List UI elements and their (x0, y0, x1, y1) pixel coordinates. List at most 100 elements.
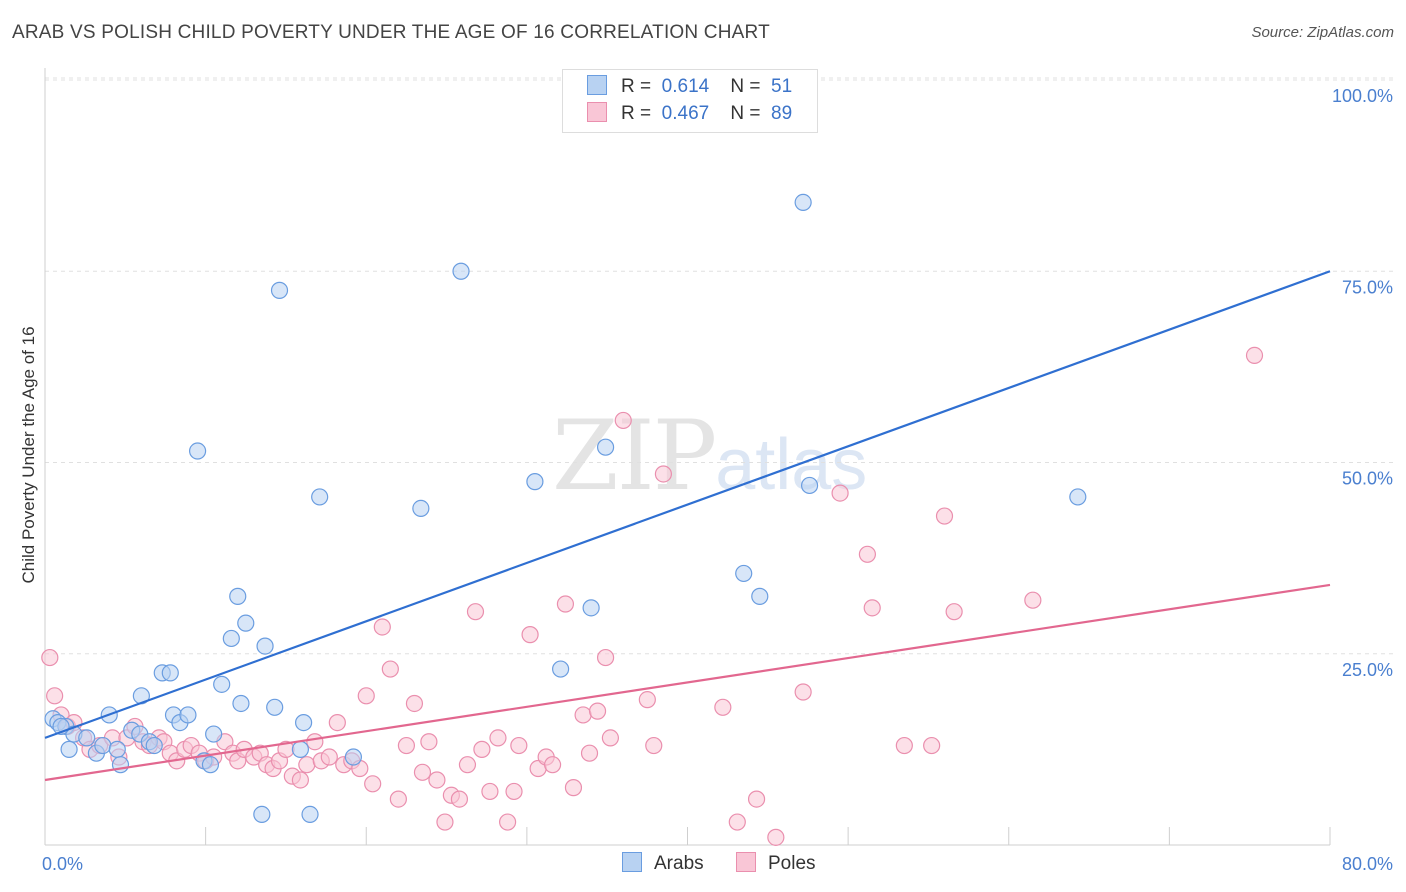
pole-point (481, 782, 499, 801)
arabs-swatch (587, 75, 607, 95)
arab-point (295, 713, 313, 732)
pole-point (1245, 346, 1264, 364)
pole-point (1024, 591, 1042, 609)
arab-point (291, 740, 309, 758)
arab-point (412, 499, 430, 517)
pole-point (858, 545, 877, 563)
arab-point (205, 725, 223, 743)
arab-point (301, 805, 319, 824)
arab-point (256, 637, 274, 655)
arab-point (1069, 488, 1087, 506)
arabs-n-value: 51 (771, 76, 793, 97)
pole-point (499, 813, 517, 831)
pole-point (320, 748, 338, 766)
pole-point (405, 694, 424, 713)
pole-point (291, 771, 309, 789)
arab-point (253, 805, 271, 824)
pole-point (473, 740, 491, 758)
arab-point (794, 193, 812, 211)
arab-point (222, 629, 240, 648)
x-tick-label: 80.0% (1342, 854, 1393, 874)
pole-point (420, 733, 438, 751)
arab-point (526, 473, 544, 491)
pole-point (521, 626, 539, 644)
pole-point (413, 763, 432, 781)
watermark: ZIPatlas (552, 400, 867, 512)
pole-point (298, 756, 316, 774)
arab-point (270, 281, 289, 299)
arab-point (311, 488, 329, 506)
pole-point (895, 736, 913, 755)
pole-point (794, 683, 812, 701)
arab-point (800, 476, 819, 495)
arabs-legend-label: Arabs (654, 853, 704, 874)
x-tick-label: 0.0% (42, 854, 83, 874)
arab-point (232, 694, 250, 713)
arabs-trendline (44, 270, 1331, 739)
poles-trendline (44, 583, 1331, 782)
pole-point (458, 756, 477, 774)
arab-point (78, 729, 96, 747)
pole-point (645, 736, 663, 755)
legend-r-label: R = (621, 76, 652, 97)
pole-point (728, 813, 746, 831)
poles-r-value: 0.467 (661, 103, 710, 124)
arab-point (201, 756, 220, 774)
pole-point (556, 595, 575, 613)
pole-point (654, 465, 673, 483)
arab-point (229, 587, 247, 605)
pole-point (596, 648, 615, 667)
pole-point (580, 744, 599, 762)
arab-point (145, 736, 163, 755)
pole-point (41, 648, 59, 667)
chart-title: ARAB VS POLISH CHILD POVERTY UNDER THE A… (12, 22, 770, 43)
legend-n-label: N = (730, 103, 761, 124)
y-tick-label: 100.0% (1332, 86, 1393, 106)
pole-point (714, 698, 732, 716)
pole-point (389, 790, 407, 808)
pole-point (373, 618, 391, 636)
pole-point (381, 660, 399, 678)
pole-point (306, 733, 324, 751)
pole-point (364, 775, 382, 793)
pole-point (466, 603, 485, 621)
arab-point (213, 675, 231, 693)
y-axis-title: Child Poverty Under the Age of 16 (19, 326, 38, 583)
y-tick-label: 75.0% (1342, 277, 1393, 297)
legend-row-poles: R = 0.467 N = 89 (587, 102, 792, 126)
arab-point (344, 748, 362, 766)
pole-point (945, 603, 963, 621)
pole-point (638, 691, 656, 709)
bottom-legend-arabs: Arabs (622, 852, 704, 875)
bottom-legend-poles: Poles (736, 852, 816, 875)
arab-point (751, 587, 769, 605)
source-label: Source: ZipAtlas.com (1251, 24, 1394, 41)
arab-point (108, 740, 126, 758)
arab-point (161, 664, 179, 682)
arab-point (60, 740, 78, 758)
pole-point (767, 828, 785, 846)
poles-legend-swatch (736, 852, 756, 872)
arab-point (735, 564, 753, 583)
pole-point (489, 729, 507, 747)
legend-n-label: N = (730, 76, 761, 97)
arab-point (179, 706, 197, 724)
pole-point (863, 599, 881, 617)
pole-point (428, 771, 446, 789)
watermark-zip: ZIP (552, 400, 717, 512)
pole-point (564, 779, 583, 797)
pole-point (614, 411, 632, 430)
arab-point (188, 442, 207, 460)
y-tick-label: 50.0% (1342, 469, 1393, 489)
poles-swatch (587, 102, 607, 122)
pole-point (831, 484, 849, 502)
pole-point (450, 790, 469, 808)
pole-point (436, 813, 454, 831)
arab-point (582, 599, 600, 617)
pole-point (923, 736, 941, 755)
arab-point (266, 698, 284, 716)
pole-point (397, 736, 416, 755)
arab-point (452, 262, 470, 280)
pole-point (574, 706, 592, 724)
arabs-legend-swatch (622, 852, 642, 872)
